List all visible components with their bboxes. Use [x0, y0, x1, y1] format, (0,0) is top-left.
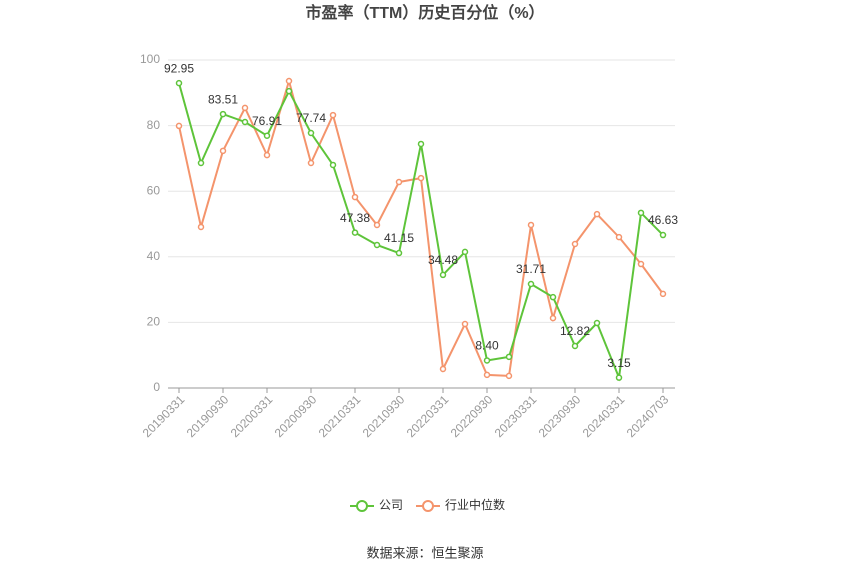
- data-point: [175, 122, 183, 130]
- data-point: [417, 140, 425, 148]
- data-label: 8.40: [475, 339, 499, 353]
- data-point: [285, 77, 293, 85]
- data-label: 31.71: [516, 262, 546, 276]
- data-point: [395, 249, 403, 257]
- data-point: [417, 174, 425, 182]
- x-tick-label: 20200331: [228, 392, 276, 440]
- data-label: 83.51: [208, 92, 238, 106]
- legend-label: 行业中位数: [445, 497, 505, 512]
- x-tick-label: 20240331: [580, 392, 628, 440]
- data-label: 92.95: [164, 61, 194, 75]
- data-point: [373, 221, 381, 229]
- data-point: [219, 147, 227, 155]
- data-label: 47.38: [340, 211, 370, 225]
- y-tick-label: 40: [147, 249, 161, 263]
- y-tick-label: 0: [153, 380, 160, 394]
- data-point: [197, 159, 205, 167]
- data-point: [593, 210, 601, 218]
- chart-title: 市盈率（TTM）历史百分位（%）: [305, 3, 544, 22]
- data-point: [571, 342, 579, 350]
- data-point: [505, 353, 513, 361]
- data-point: [285, 87, 293, 95]
- data-point: [637, 260, 645, 268]
- data-point: [505, 372, 513, 380]
- y-tick-label: 100: [140, 52, 160, 66]
- data-point: [329, 161, 337, 169]
- data-point: [637, 209, 645, 217]
- y-tick-label: 80: [147, 118, 161, 132]
- data-label: 34.48: [428, 253, 458, 267]
- data-point: [329, 111, 337, 119]
- y-tick-label: 20: [147, 315, 161, 329]
- data-point: [615, 233, 623, 241]
- data-point: [263, 151, 271, 159]
- data-point: [527, 221, 535, 229]
- x-tick-label: 20230930: [536, 392, 584, 440]
- legend-marker: [422, 500, 434, 512]
- data-label: 77.74: [296, 111, 326, 125]
- data-label: 12.82: [560, 324, 590, 338]
- x-tick-label: 20220930: [448, 392, 496, 440]
- x-tick-label: 20200930: [272, 392, 320, 440]
- data-point: [461, 248, 469, 256]
- data-point: [527, 280, 535, 288]
- x-tick-label: 20210930: [360, 392, 408, 440]
- data-point: [241, 104, 249, 112]
- data-point: [351, 229, 359, 236]
- data-point: [351, 193, 359, 201]
- data-label: 41.15: [384, 231, 414, 245]
- legend-label: 公司: [379, 498, 403, 512]
- data-point: [395, 178, 403, 186]
- data-point: [659, 231, 667, 239]
- data-point: [549, 314, 557, 322]
- data-point: [175, 79, 183, 87]
- y-tick-label: 60: [147, 183, 161, 197]
- data-point: [461, 320, 469, 328]
- data-point: [197, 223, 205, 231]
- x-tick-label: 20240703: [624, 392, 672, 440]
- legend-marker: [356, 500, 368, 512]
- data-point: [571, 240, 579, 248]
- data-label: 76.91: [252, 114, 282, 128]
- x-tick-label: 20210331: [316, 392, 364, 440]
- x-tick-label: 20230331: [492, 392, 540, 440]
- data-point: [439, 365, 447, 373]
- data-point: [593, 319, 601, 327]
- data-point: [263, 132, 271, 139]
- data-point: [615, 374, 623, 381]
- data-point: [483, 357, 491, 364]
- data-point: [483, 371, 491, 379]
- data-point: [373, 241, 381, 249]
- data-point: [241, 118, 249, 126]
- x-tick-label: 20190331: [140, 392, 188, 440]
- data-label: 46.63: [648, 213, 678, 227]
- data-point: [219, 110, 227, 118]
- x-tick-label: 20220331: [404, 392, 452, 440]
- data-point: [307, 159, 315, 167]
- data-point: [549, 293, 557, 301]
- source-note: 数据来源：恒生聚源: [366, 545, 483, 560]
- data-label: 3.15: [607, 356, 631, 370]
- x-tick-label: 20190930: [184, 392, 232, 440]
- data-point: [659, 290, 667, 298]
- data-point: [307, 129, 315, 137]
- data-point: [439, 271, 447, 279]
